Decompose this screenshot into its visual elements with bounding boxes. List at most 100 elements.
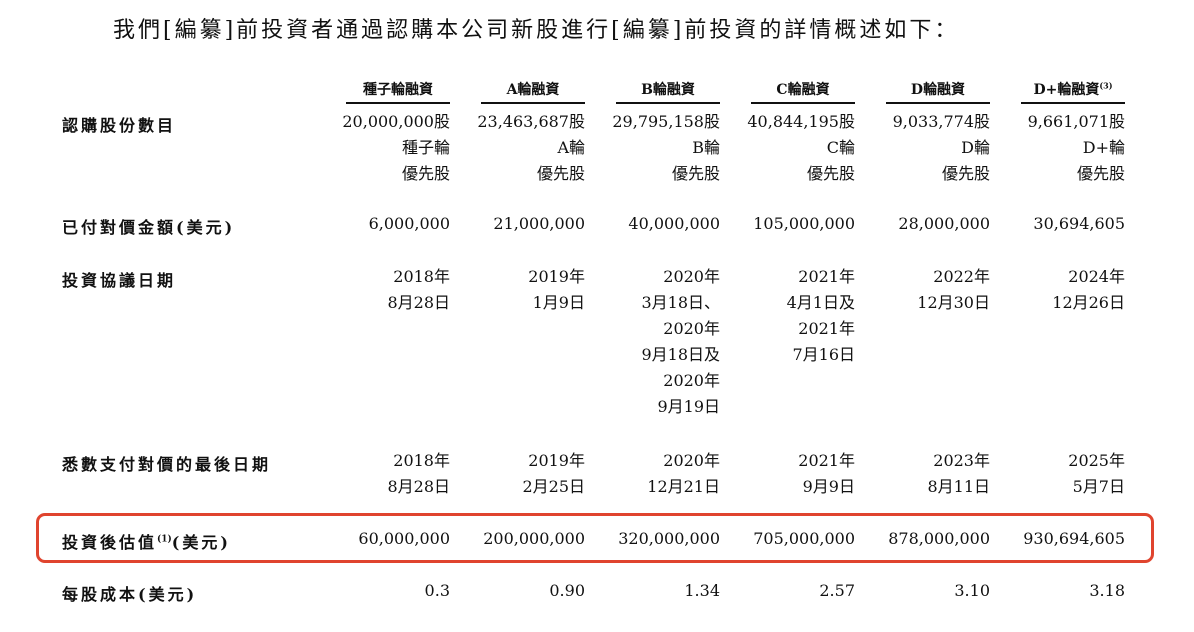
table-cell: 2018年 8月28日	[330, 264, 450, 316]
cell-line: 2023年	[933, 451, 990, 470]
column-header: D+輪融資(3)	[1021, 79, 1125, 104]
table-cell: 930,694,605	[1005, 526, 1125, 552]
cell-line: 2018年	[393, 451, 450, 470]
cell-line: 1.34	[684, 581, 720, 600]
table-cell: 3.18	[1005, 578, 1125, 604]
cell-line: 2020年	[663, 267, 720, 286]
cell-line: D輪	[961, 138, 990, 157]
row-label: 悉數支付對價的最後日期	[62, 451, 271, 475]
cell-line: 21,000,000	[493, 214, 585, 233]
cell-line: 320,000,000	[618, 529, 720, 548]
cell-line: 優先股	[536, 164, 585, 183]
cell-line: 705,000,000	[753, 529, 855, 548]
cell-line: 9,033,774股	[892, 112, 990, 131]
intro-text: 我們[編纂]前投資者通過認購本公司新股進行[編纂]前投資的詳情概述如下：	[113, 18, 960, 43]
row-label: 每股成本(美元)	[62, 581, 197, 605]
cell-line: 9月19日	[657, 397, 720, 416]
cell-line: 20,000,000股	[342, 112, 450, 131]
cell-line: A輪	[557, 138, 585, 157]
cell-line: 12月30日	[917, 293, 990, 312]
table-cell: 30,694,605	[1005, 211, 1125, 237]
row-label: 認購股份數目	[62, 112, 176, 136]
column-header-label: B輪融資	[641, 82, 695, 98]
row-label: 已付對價金額(美元)	[62, 214, 235, 238]
cell-line: C輪	[826, 138, 855, 157]
cell-line: 2020年	[663, 371, 720, 390]
cell-line: 28,000,000	[898, 214, 990, 233]
row-label-text: 投資協議日期	[62, 271, 177, 290]
cell-line: 8月28日	[387, 477, 450, 496]
column-header-label: A輪融資	[506, 82, 560, 98]
table-cell: 2024年 12月26日	[1005, 264, 1125, 316]
cell-line: 優先股	[671, 164, 720, 183]
table-cell: 2021年 4月1日及 2021年 7月16日	[735, 264, 855, 368]
table-cell: 2.57	[735, 578, 855, 604]
table-cell: 9,661,071股 D+輪優先股	[1005, 109, 1125, 187]
cell-line: 6,000,000	[368, 214, 450, 233]
cell-line: 40,844,195股	[747, 112, 855, 131]
cell-line: 3月18日、	[641, 293, 720, 312]
row-label-note: (1)	[157, 534, 172, 545]
cell-line: 2025年	[1068, 451, 1125, 470]
cell-line: 2019年	[528, 267, 585, 286]
cell-line: 0.90	[549, 581, 585, 600]
cell-line: 優先股	[1076, 164, 1125, 183]
cell-line: 200,000,000	[483, 529, 585, 548]
table-cell: 2018年 8月28日	[330, 448, 450, 500]
table-cell: 3.10	[870, 578, 990, 604]
cell-line: 2022年	[933, 267, 990, 286]
cell-line: 60,000,000	[358, 529, 450, 548]
row-label-suffix: (美元)	[171, 533, 231, 552]
cell-line: 105,000,000	[753, 214, 855, 233]
cell-line: 2020年	[663, 319, 720, 338]
table-cell: 200,000,000	[465, 526, 585, 552]
table-cell: 2022年 12月30日	[870, 264, 990, 316]
table-cell: 40,844,195股 C輪 優先股	[735, 109, 855, 187]
cell-line: 5月7日	[1072, 477, 1125, 496]
table-cell: 1.34	[600, 578, 720, 604]
column-header: 種子輪融資	[346, 79, 450, 104]
cell-line: 9月18日及	[641, 345, 720, 364]
table-cell: 2025年 5月7日	[1005, 448, 1125, 500]
cell-line: 9,661,071股	[1027, 112, 1125, 131]
table-cell: 705,000,000	[735, 526, 855, 552]
cell-line: 7月16日	[792, 345, 855, 364]
column-header-label: D輪融資	[910, 82, 966, 98]
table-cell: 6,000,000	[330, 211, 450, 237]
cell-line: 優先股	[941, 164, 990, 183]
cell-line: 2021年	[798, 451, 855, 470]
cell-line: 8月28日	[387, 293, 450, 312]
cell-line: 930,694,605	[1023, 529, 1125, 548]
row-label: 投資協議日期	[62, 267, 176, 291]
table-cell: 105,000,000	[735, 211, 855, 237]
cell-line: B輪	[692, 138, 720, 157]
cell-line: D+輪	[1082, 138, 1125, 157]
column-header: D輪融資	[886, 79, 990, 104]
cell-line: 878,000,000	[888, 529, 990, 548]
table-cell: 0.3	[330, 578, 450, 604]
table-cell: 21,000,000	[465, 211, 585, 237]
cell-line: 29,795,158股	[612, 112, 720, 131]
table-cell: 9,033,774股 D輪優先股	[870, 109, 990, 187]
column-header-note: (3)	[1099, 80, 1113, 91]
table-cell: 40,000,000	[600, 211, 720, 237]
cell-line: 30,694,605	[1033, 214, 1125, 233]
row-label-text: 悉數支付對價的最後日期	[62, 455, 272, 474]
table-cell: 2021年 9月9日	[735, 448, 855, 500]
table-cell: 878,000,000	[870, 526, 990, 552]
cell-line: 2020年	[663, 451, 720, 470]
cell-line: 優先股	[401, 164, 450, 183]
cell-line: 2021年	[798, 319, 855, 338]
cell-line: 3.10	[954, 581, 990, 600]
table-cell: 2020年 3月18日、 2020年 9月18日及 2020年 9月19日	[600, 264, 720, 420]
column-header: B輪融資	[616, 79, 720, 104]
table-cell: 2019年 1月9日	[465, 264, 585, 316]
row-label: 投資後估值(1)(美元)	[62, 529, 231, 553]
table-cell: 0.90	[465, 578, 585, 604]
table-cell: 23,463,687股 A輪 優先股	[465, 109, 585, 187]
table-cell: 2020年 12月21日	[600, 448, 720, 500]
row-label-text: 每股成本(美元)	[62, 585, 198, 604]
cell-line: 2019年	[528, 451, 585, 470]
column-header-label: D+輪融資	[1033, 82, 1100, 98]
cell-line: 種子輪	[401, 138, 450, 157]
